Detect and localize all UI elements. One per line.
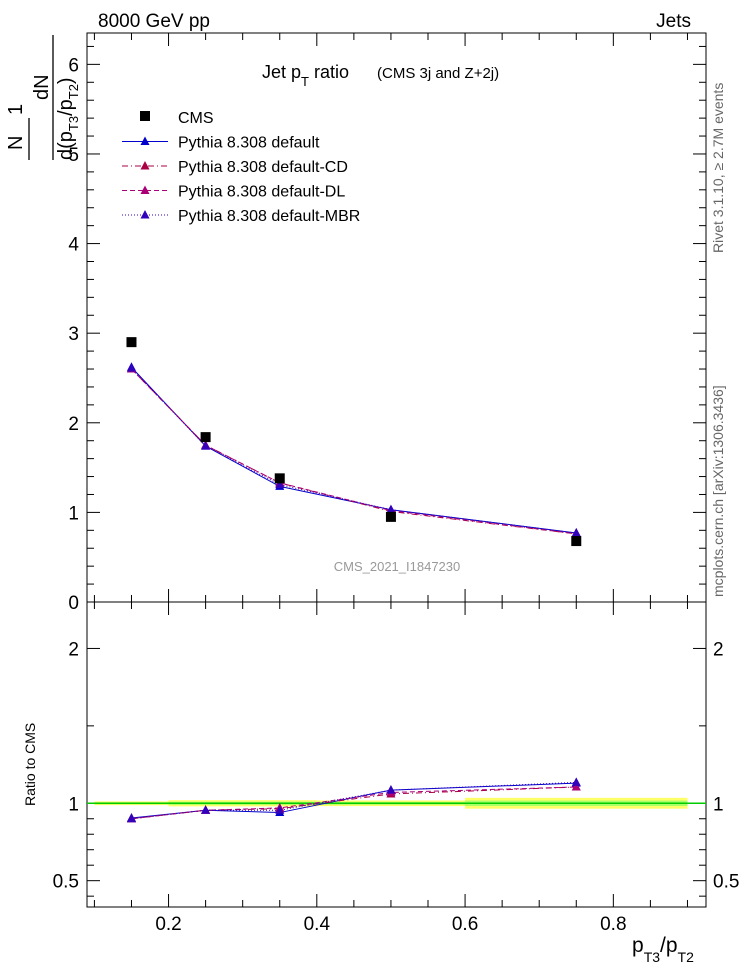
ratio-series-group	[126, 777, 581, 823]
ratio-point-mbr	[275, 805, 285, 814]
ratio-point-dl	[571, 782, 581, 791]
title-main: Jet p	[262, 62, 301, 82]
ylabel-den-sub1: T3	[66, 116, 81, 131]
header-left: 8000 GeV pp	[98, 11, 210, 32]
legend-label-cd: Pythia 8.308 default-CD	[178, 159, 348, 176]
ylabel-den-sub2: T2	[66, 84, 81, 99]
ratio-point-mbr	[571, 777, 581, 786]
legend-marker-cd	[140, 161, 150, 170]
ratio-point-mbr	[201, 805, 211, 814]
top-point-mbr	[275, 479, 285, 489]
legend-marker-cms	[140, 111, 150, 121]
top-point-cms	[571, 536, 582, 547]
ratio-ylabel: Ratio to CMS	[22, 723, 38, 806]
xlabel-main: p	[632, 934, 644, 957]
header-right: Jets	[656, 11, 691, 32]
top-point-cms	[200, 432, 211, 443]
ratio-axis-ticks: 0.2 0.4 0.6 0.8 0.5 0.5 1 1 2 2	[53, 602, 739, 935]
ratio-ytick-label-right: 2	[713, 639, 724, 660]
title-rest: ratio	[309, 62, 349, 82]
legend: CMS Pythia 8.308 default Pythia 8.308 defa…	[122, 110, 360, 225]
xlabel-mid: /p	[660, 934, 678, 957]
ratio-ytick-label: 1	[68, 794, 79, 815]
analysis-watermark: CMS_2021_I1847230	[334, 559, 461, 574]
ratio-xtick-label: 0.6	[452, 914, 478, 935]
x-axis-label: pT3/pT2	[632, 934, 694, 965]
top-point-mbr	[126, 363, 136, 372]
top-series-group	[126, 337, 582, 547]
top-point-cms	[126, 337, 137, 348]
top-line-dl	[131, 368, 577, 535]
svg-text:d(pT3/pT2): d(pT3/pT2)	[55, 77, 81, 160]
legend-marker-default	[140, 136, 150, 145]
top-point-mbr	[571, 528, 581, 537]
top-ytick-label: 2	[68, 414, 79, 435]
top-point-mbr	[201, 441, 211, 450]
top-ytick-label: 4	[68, 235, 79, 256]
ratio-point-mbr	[386, 785, 396, 794]
top-ytick-label: 1	[68, 503, 79, 524]
title-sub: T	[301, 74, 309, 89]
legend-marker-dl	[140, 185, 150, 194]
xlabel-sub2: T2	[678, 949, 695, 965]
top-ytick-label: 5	[68, 145, 79, 166]
xlabel-sub1: T3	[644, 949, 661, 965]
ylabel-den: d(p	[55, 131, 77, 160]
ratio-ytick-label: 0.5	[53, 872, 79, 893]
legend-marker-mbr	[140, 210, 150, 219]
ratio-ytick-label-right: 0.5	[713, 872, 739, 893]
ylabel-dn: dN	[31, 74, 53, 100]
ylabel-n: N	[5, 136, 27, 150]
top-line-default	[131, 366, 577, 534]
top-line-cd	[131, 368, 577, 535]
ratio-xtick-label: 0.8	[600, 914, 626, 935]
ratio-panel-frame	[86, 601, 707, 908]
title-note: (CMS 3j and Z+2j)	[377, 65, 499, 82]
top-point-cms	[274, 473, 285, 484]
ratio-ytick-label: 2	[68, 639, 79, 660]
ratio-ytick-label-right: 1	[713, 794, 724, 815]
svg-text:Jet pT ratio: Jet pT ratio	[262, 62, 349, 89]
top-ytick-label: 6	[68, 55, 79, 76]
top-point-cms	[385, 511, 396, 522]
mcplots-credit-text: mcplots.cern.ch [arXiv:1306.3436]	[710, 385, 726, 597]
ratio-point-mbr	[126, 813, 136, 823]
ratio-xtick-label: 0.4	[304, 914, 331, 935]
ratio-xtick-label: 0.2	[155, 914, 181, 935]
top-point-mbr	[386, 504, 396, 514]
top-line-mbr	[131, 367, 577, 534]
ylabel-one: 1	[5, 104, 27, 115]
top-ytick-label: 3	[68, 324, 79, 345]
legend-label-mbr: Pythia 8.308 default-MBR	[178, 208, 360, 225]
top-axis-ticks: 0 1 2 3 4 5 6	[68, 33, 706, 614]
legend-label-default: Pythia 8.308 default	[178, 135, 320, 152]
top-ytick-label: 0	[68, 593, 79, 614]
ratio-reference-band	[87, 797, 706, 809]
rivet-version-text: Rivet 3.1.10, ≥ 2.7M events	[710, 83, 726, 253]
legend-label-dl: Pythia 8.308 default-DL	[178, 184, 345, 201]
legend-label-cms: CMS	[178, 110, 214, 127]
top-ylabel: N 1 dN d(pT3/pT2)	[5, 35, 81, 160]
chart-title: Jet pT ratio (CMS 3j and Z+2j)	[262, 62, 499, 89]
